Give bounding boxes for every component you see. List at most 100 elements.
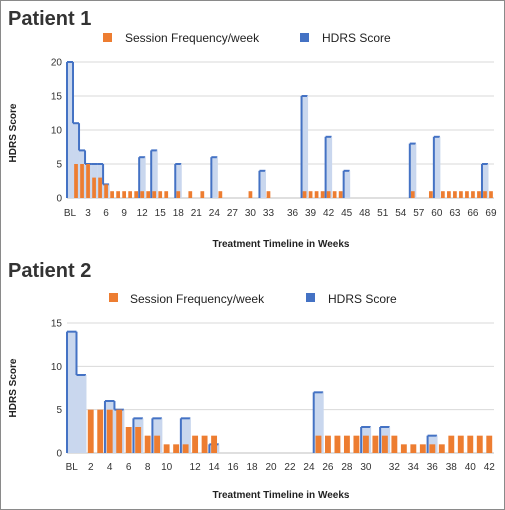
chart-2-legend-hdrs-swatch: [306, 293, 315, 302]
chart-2-session-bar: [116, 409, 123, 453]
chart-2-y-tick-label: 15: [51, 319, 63, 330]
chart-1-legend-hdrs: HDRS Score: [322, 31, 391, 45]
chart-2-session-bar: [391, 435, 398, 453]
chart-2-session-bar: [325, 435, 331, 453]
chart-2-session-bar: [182, 444, 189, 453]
chart-1-session-bar: [218, 191, 223, 198]
chart-2-x-tick-label: 42: [484, 462, 496, 473]
chart-1-session-bar: [80, 164, 84, 198]
chart-2-session-bar: [467, 435, 474, 453]
chart-1-hdrs-area: [211, 157, 218, 198]
chart-1-hdrs-area: [139, 157, 146, 198]
chart-1-session-bar: [326, 191, 331, 198]
chart-2-session-bar: [135, 427, 142, 453]
chart-1-hdrs-area: [175, 164, 182, 198]
chart-1-session-bar: [465, 191, 469, 198]
chart-1-x-tick-label: 63: [449, 208, 461, 219]
chart-1-session-bar: [483, 191, 487, 198]
chart-1-y-tick-label: 10: [51, 126, 63, 137]
chart-2-x-tick-label: 22: [284, 462, 296, 473]
chart-2-session-bar: [448, 435, 455, 453]
chart-2-session-bar: [476, 435, 483, 453]
chart-1-session-bar: [146, 191, 151, 198]
chart-2-session-bar: [192, 435, 199, 453]
chart-2-session-bar: [125, 427, 132, 453]
chart-1-session-bar: [104, 184, 108, 198]
chart-1-session-bar: [110, 191, 114, 198]
chart-2-x-tick-label: 30: [360, 462, 372, 473]
chart-2-x-axis-label: Treatment Timeline in Weeks: [213, 490, 350, 501]
chart-2-hdrs-area: [313, 392, 324, 453]
chart-1-session-bar: [248, 191, 253, 198]
chart-1-y-tick-label: 15: [51, 92, 63, 103]
chart-2-legend-session: Session Frequency/week: [130, 292, 265, 306]
chart-1-session-bar: [158, 191, 163, 198]
chart-2-x-tick-label: 6: [126, 462, 132, 473]
chart-1-x-tick-label: 42: [323, 208, 335, 219]
chart-1-session-bar: [428, 191, 433, 198]
chart-1-hdrs-area: [259, 170, 266, 198]
chart-1-legend-session-swatch: [103, 33, 112, 42]
chart-2-session-bar: [362, 435, 369, 453]
chart-1-hdrs-area: [67, 62, 74, 198]
chart-2-x-tick-label: 16: [227, 462, 239, 473]
chart-1-x-tick-label: 18: [173, 208, 185, 219]
chart-1-x-tick-label: 12: [137, 208, 149, 219]
chart-2-session-bar: [343, 435, 350, 453]
chart-2-x-tick-label: 36: [427, 462, 439, 473]
chart-1-hdrs-area: [409, 143, 416, 198]
chart-1-session-bar: [128, 191, 133, 198]
chart-2-legend-hdrs: HDRS Score: [328, 292, 397, 306]
chart-2-x-tick-label: 18: [246, 462, 258, 473]
chart-1-y-tick-label: 5: [56, 160, 62, 171]
chart-2-session-bar: [173, 444, 180, 453]
chart-2-session-bar: [410, 444, 417, 453]
chart-1-session-bar: [98, 177, 102, 198]
chart-2-session-bar: [353, 435, 360, 453]
chart-2-session-bar: [457, 435, 464, 453]
chart-1-x-tick-label: 30: [245, 208, 257, 219]
chart-1-session-bar: [86, 164, 90, 198]
chart-2-session-bar: [106, 409, 113, 453]
chart-1-session-bar: [134, 191, 139, 198]
chart-1-session-bar: [74, 164, 78, 198]
chart-1-x-tick-label: 9: [121, 208, 127, 219]
chart-1-session-bar: [459, 191, 463, 198]
chart-2-x-tick-label: 26: [322, 462, 334, 473]
chart-1-session-bar: [338, 191, 343, 198]
chart-2-session-bar: [163, 444, 170, 453]
chart-1-x-tick-label: 45: [341, 208, 353, 219]
chart-2-y-tick-label: 5: [56, 405, 62, 416]
chart-1-x-axis-label: Treatment Timeline in Weeks: [213, 239, 350, 250]
chart-2-session-bar: [315, 435, 322, 453]
chart-2-x-tick-label: 10: [161, 462, 173, 473]
chart-1-hdrs-area: [433, 136, 440, 198]
chart-2-hdrs-area: [180, 418, 191, 453]
chart-2-session-bar: [372, 435, 379, 453]
chart-1-x-tick-label: 24: [209, 208, 221, 219]
chart-1-x-tick-label: 54: [395, 208, 407, 219]
chart-2-x-tick-label: 12: [190, 462, 202, 473]
chart-1-session-bar: [332, 191, 337, 198]
chart-1-legend-session: Session Frequency/week: [125, 31, 260, 45]
chart-2-y-tick-label: 10: [51, 362, 63, 373]
chart-2-session-bar: [201, 435, 208, 453]
chart-2-session-bar: [429, 444, 436, 453]
chart-1-session-bar: [164, 191, 169, 198]
chart-2-session-bar: [211, 435, 218, 453]
chart-1-y-axis-label: HDRS Score: [8, 103, 19, 162]
chart-1-hdrs-area: [301, 96, 308, 198]
chart-2-session-bar: [486, 435, 493, 453]
chart-1-session-bar: [314, 191, 319, 198]
chart-1-session-bar: [308, 191, 313, 198]
chart-1-x-tick-label: 15: [155, 208, 167, 219]
chart-1-hdrs-area: [151, 150, 158, 198]
chart-2-x-tick-label: 20: [265, 462, 277, 473]
chart-1-x-tick-label: 48: [359, 208, 371, 219]
chart-1-legend-hdrs-swatch: [300, 33, 309, 42]
chart-2-x-tick-label: 4: [107, 462, 113, 473]
chart-1-session-bar: [140, 191, 145, 198]
chart-2-x-tick-label: 32: [389, 462, 401, 473]
